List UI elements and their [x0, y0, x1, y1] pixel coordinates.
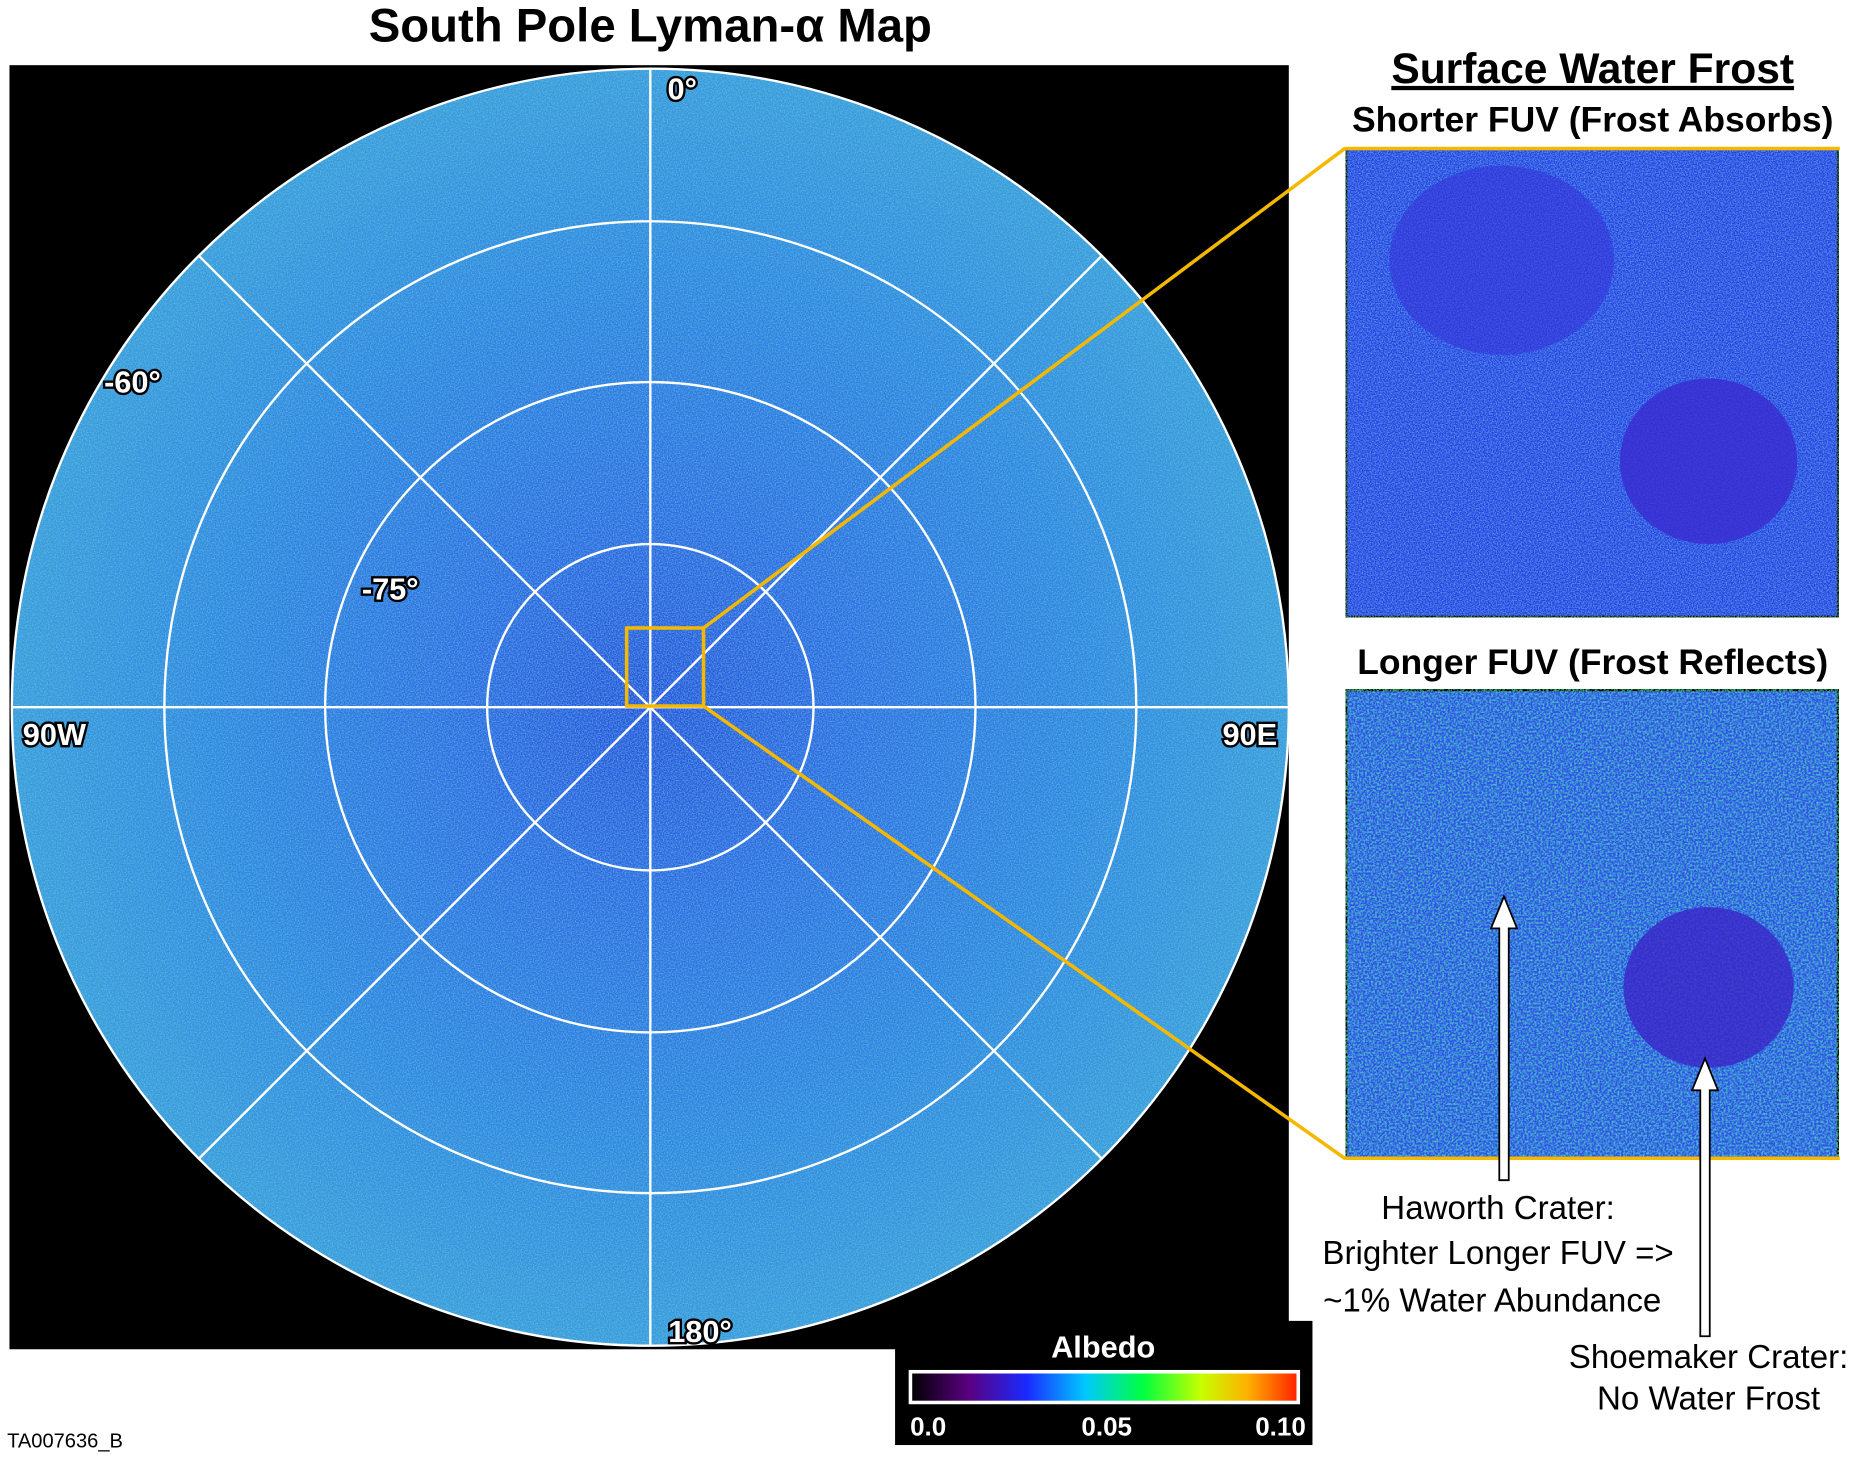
- panel-title: Shorter FUV (Frost Absorbs): [1352, 99, 1833, 139]
- side-heading: Surface Water Frost: [1391, 45, 1794, 93]
- map-label: 180°: [668, 1314, 732, 1349]
- annotation: Brighter Longer FUV =>: [1322, 1235, 1673, 1272]
- crater: [1623, 907, 1794, 1068]
- zoom-indicator: [624, 146, 1347, 1161]
- map-label: -75°: [362, 572, 419, 607]
- annotation: No Water Frost: [1597, 1381, 1820, 1418]
- arrow: [1690, 1056, 1720, 1338]
- panel-frame: [1345, 1156, 1840, 1161]
- colorbar: [908, 1369, 1301, 1405]
- colorbar-tick-label: 0.0: [910, 1412, 946, 1442]
- panel-frame: [1345, 146, 1840, 151]
- colorbar-tick-label: 0.10: [1255, 1412, 1306, 1442]
- arrow: [1489, 894, 1519, 1182]
- crater: [1389, 165, 1614, 355]
- annotation: ~1% Water Abundance: [1323, 1282, 1661, 1319]
- map-label: 90E: [1222, 717, 1277, 752]
- colorbar-tick-label: 0.05: [1081, 1412, 1132, 1442]
- panel-title: Longer FUV (Frost Reflects): [1357, 642, 1828, 682]
- annotation: Shoemaker Crater:: [1569, 1339, 1849, 1376]
- figure-id: TA007636_B: [7, 1430, 123, 1452]
- colorbar-title: Albedo: [1051, 1330, 1155, 1365]
- title: South Pole Lyman-α Map: [369, 0, 932, 53]
- panel-longer-fuv: [1343, 687, 1841, 1161]
- zoom-box: [624, 626, 706, 708]
- annotation: Haworth Crater:: [1381, 1190, 1615, 1227]
- map-label: 90W: [23, 717, 86, 752]
- connector: [702, 704, 1347, 1161]
- crater: [1619, 378, 1798, 545]
- map-label: -60°: [104, 365, 161, 400]
- arrows: [1489, 894, 1720, 1338]
- connector: [702, 146, 1347, 630]
- map-label: 0°: [668, 71, 697, 106]
